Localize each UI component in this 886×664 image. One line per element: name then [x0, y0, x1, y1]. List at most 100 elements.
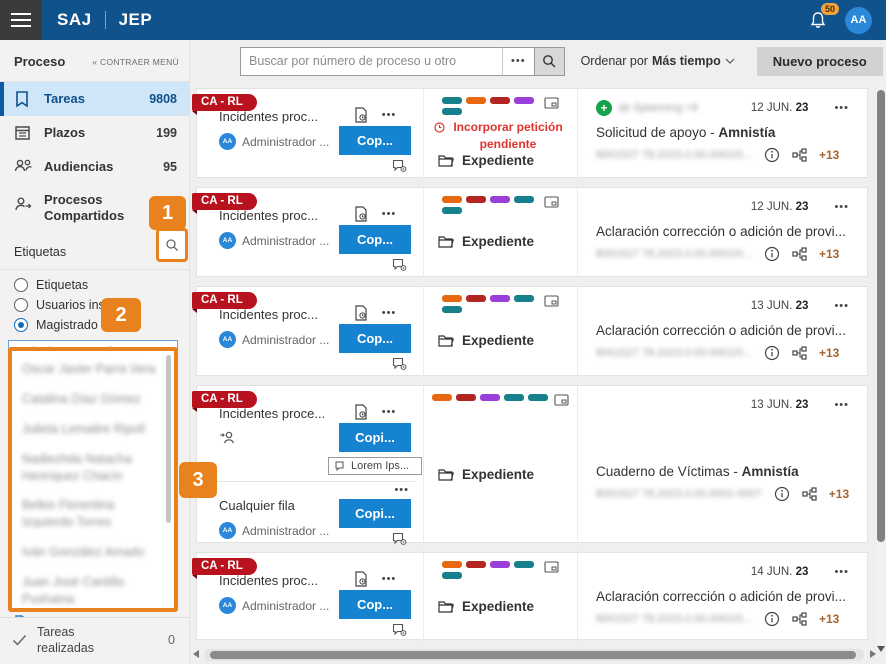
document-clock-icon[interactable] [354, 305, 368, 321]
option-item[interactable]: Belkis Florentina Izquierdo Torres [22, 498, 115, 530]
card-label-icon[interactable] [544, 97, 559, 109]
option-item[interactable]: Julieta Lemaitre Ripoll [22, 421, 145, 436]
color-tag[interactable] [442, 561, 462, 568]
search-options-button[interactable]: ••• [502, 46, 535, 76]
option-item[interactable]: Catalina Díaz Gómez [22, 391, 141, 406]
participants-overflow-count[interactable]: +13 [828, 486, 850, 501]
color-tag[interactable] [466, 97, 486, 104]
reassign-person-icon[interactable] [219, 430, 235, 444]
info-icon[interactable] [764, 147, 780, 163]
task-card[interactable]: CA - RL Incidentes proc... AA Administra… [192, 88, 868, 190]
task-more-button[interactable]: ••• [381, 406, 397, 418]
color-tag[interactable] [442, 295, 462, 302]
notifications-button[interactable]: 50 [805, 3, 839, 33]
color-tag[interactable] [442, 306, 462, 313]
copy-button[interactable]: Cop... [339, 590, 411, 619]
sort-dropdown[interactable]: Ordenar por Más tiempo [581, 54, 735, 68]
color-tag[interactable] [442, 207, 462, 214]
option-item[interactable]: Oscar Javier Parra Vera [22, 362, 156, 376]
task-more-button[interactable]: ••• [381, 307, 397, 319]
share-tree-icon[interactable] [802, 486, 817, 501]
color-tag[interactable] [456, 394, 476, 401]
radio-circle[interactable] [14, 277, 28, 292]
tag-settings-icon[interactable] [392, 258, 407, 271]
task-more-button[interactable]: ••• [381, 573, 397, 585]
share-tree-icon[interactable] [792, 247, 807, 261]
option-item[interactable]: Juan José Cantillo Pushaina [22, 575, 125, 606]
copy-button[interactable]: Cop... [339, 225, 411, 254]
color-tag[interactable] [490, 196, 510, 203]
color-tag[interactable] [504, 394, 524, 401]
process-search-input[interactable]: Buscar por número de proceso u otro [240, 46, 502, 76]
scroll-left-arrow[interactable] [193, 650, 199, 658]
participants-overflow-count[interactable]: +13 [818, 247, 840, 261]
info-icon[interactable] [764, 246, 780, 262]
share-tree-icon[interactable] [792, 612, 807, 626]
expediente-link[interactable]: Expediente [434, 234, 567, 249]
collapse-menu-button[interactable]: « CONTRAER MENÚ [92, 56, 179, 67]
color-tag[interactable] [490, 97, 510, 104]
task-card[interactable]: CA - RL Incidentes proc... AA Administra… [192, 552, 868, 642]
share-tree-icon[interactable] [792, 346, 807, 360]
expediente-link[interactable]: Expediente [434, 467, 567, 482]
participants-overflow-count[interactable]: +13 [818, 612, 840, 626]
color-tag[interactable] [490, 561, 510, 568]
radio-magistrado[interactable]: Magistrado [0, 316, 189, 334]
color-tag[interactable] [528, 394, 548, 401]
color-tag[interactable] [514, 97, 534, 104]
etiquetas-search-button[interactable] [156, 228, 188, 262]
task-card-double[interactable]: CA - RL Incidentes proce... [192, 385, 868, 551]
tag-settings-icon[interactable] [392, 357, 407, 370]
color-tag[interactable] [514, 196, 534, 203]
horizontal-scrollbar-thumb[interactable] [210, 651, 856, 659]
color-tag[interactable] [442, 572, 462, 579]
card-more-button[interactable]: ••• [834, 102, 849, 114]
vertical-scrollbar[interactable] [876, 84, 886, 646]
hamburger-menu-button[interactable] [0, 0, 42, 40]
radio-circle-checked[interactable] [14, 317, 28, 332]
color-tag[interactable] [442, 97, 462, 104]
color-tag[interactable] [514, 561, 534, 568]
document-clock-icon[interactable] [354, 107, 368, 123]
copy-button[interactable]: Cop... [339, 324, 411, 353]
info-icon[interactable] [774, 486, 790, 502]
document-clock-icon[interactable] [354, 571, 368, 587]
copy-button[interactable]: Copi... [339, 423, 411, 452]
radio-usuarios-inscritos[interactable]: Usuarios inscritos [0, 296, 189, 314]
sidebar-item-plazos[interactable]: Plazos 199 [0, 116, 189, 150]
task-more-button[interactable]: ••• [381, 109, 397, 121]
task-card[interactable]: CA - RL Incidentes proc... AA Administra… [192, 187, 868, 277]
vertical-scrollbar-thumb[interactable] [877, 90, 885, 542]
share-tree-icon[interactable] [792, 148, 807, 162]
expediente-link[interactable]: Expediente [434, 333, 567, 348]
color-tag[interactable] [432, 394, 452, 401]
info-icon[interactable] [764, 345, 780, 361]
tag-settings-icon[interactable] [392, 159, 407, 172]
radio-circle[interactable] [14, 297, 28, 312]
card-label-icon[interactable] [544, 561, 559, 573]
scroll-right-arrow[interactable] [870, 650, 876, 658]
options-scrollbar[interactable] [166, 355, 171, 523]
participants-overflow-count[interactable]: +13 [818, 148, 840, 162]
card-label-icon[interactable] [544, 295, 559, 307]
color-tag[interactable] [480, 394, 500, 401]
option-item[interactable]: Nadiezhda Natacha Henríquez Chacín [22, 451, 132, 483]
task-more-button[interactable]: ••• [394, 484, 409, 496]
participants-overflow-count[interactable]: +13 [818, 346, 840, 360]
color-tag[interactable] [442, 108, 462, 115]
color-tag[interactable] [514, 295, 534, 302]
info-icon[interactable] [764, 611, 780, 627]
card-more-button[interactable]: ••• [834, 300, 849, 312]
sidebar-item-tareas[interactable]: Tareas 9808 [0, 82, 189, 116]
document-clock-icon[interactable] [354, 404, 368, 420]
sidebar-item-procesos-compartidos[interactable]: Procesos Compartidos [0, 184, 189, 233]
scroll-down-arrow[interactable] [877, 646, 885, 652]
card-label-icon[interactable] [544, 196, 559, 208]
copy-button[interactable]: Cop... [339, 126, 411, 155]
color-tag[interactable] [490, 295, 510, 302]
copy-button[interactable]: Copi... [339, 499, 411, 528]
sidebar-item-audiencias[interactable]: Audiencias 95 [0, 150, 189, 184]
task-card[interactable]: CA - RL Incidentes proc... AA Administra… [192, 286, 868, 376]
note-chip[interactable]: Lorem Ips... [328, 457, 422, 475]
task-more-button[interactable]: ••• [381, 208, 397, 220]
